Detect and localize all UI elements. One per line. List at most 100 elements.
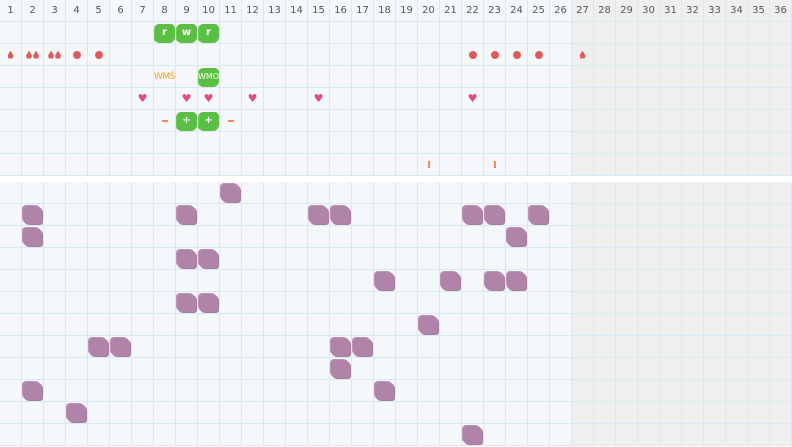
mood-blob[interactable] [484,204,505,225]
grid-cell[interactable] [66,204,88,226]
grid-cell[interactable] [770,182,792,204]
grid-cell[interactable] [110,226,132,248]
grid-cell[interactable] [0,314,22,336]
grid-cell[interactable] [638,226,660,248]
grid-cell[interactable] [748,66,770,88]
grid-cell[interactable] [594,44,616,66]
grid-cell[interactable] [704,402,726,424]
grid-cell[interactable] [770,66,792,88]
grid-cell[interactable] [242,182,264,204]
grid-cell[interactable] [66,292,88,314]
grid-cell[interactable] [66,314,88,336]
grid-cell[interactable] [418,336,440,358]
grid-cell[interactable] [748,132,770,154]
grid-cell[interactable] [440,336,462,358]
grid-cell[interactable] [330,22,352,44]
mood-blob[interactable] [66,402,87,423]
grid-cell[interactable] [242,314,264,336]
grid-cell[interactable] [638,380,660,402]
grid-cell[interactable] [616,424,638,446]
grid-cell[interactable] [594,358,616,380]
mood-blob[interactable] [22,204,43,225]
grid-cell[interactable] [484,424,506,446]
mood-blob[interactable] [462,424,483,445]
grid-cell[interactable] [88,110,110,132]
grid-cell[interactable] [638,314,660,336]
grid-cell[interactable] [594,154,616,176]
grid-cell[interactable] [594,292,616,314]
grid-cell[interactable] [660,226,682,248]
grid-cell[interactable] [176,424,198,446]
grid-cell[interactable] [682,270,704,292]
grid-cell[interactable] [462,226,484,248]
grid-cell[interactable] [682,154,704,176]
grid-cell[interactable] [418,380,440,402]
grid-cell[interactable] [682,88,704,110]
grid-cell[interactable] [506,204,528,226]
grid-cell[interactable] [506,132,528,154]
grid-cell[interactable] [352,248,374,270]
grid-cell[interactable] [484,292,506,314]
grid-cell[interactable] [748,248,770,270]
grid-cell[interactable] [770,380,792,402]
grid-cell[interactable] [704,110,726,132]
mood-blob[interactable] [220,182,241,203]
grid-cell[interactable] [286,154,308,176]
grid-cell[interactable] [110,22,132,44]
grid-cell[interactable] [770,44,792,66]
grid-cell[interactable] [0,204,22,226]
heart-icon[interactable]: ♥ [176,88,197,109]
grid-cell[interactable] [374,132,396,154]
grid-cell[interactable] [154,314,176,336]
grid-cell[interactable] [22,292,44,314]
grid-cell[interactable] [418,402,440,424]
grid-cell[interactable] [572,248,594,270]
grid-cell[interactable] [550,44,572,66]
grid-cell[interactable] [550,336,572,358]
grid-cell[interactable] [704,314,726,336]
grid-cell[interactable] [198,44,220,66]
grid-cell[interactable] [110,110,132,132]
grid-cell[interactable] [726,314,748,336]
grid-cell[interactable] [682,336,704,358]
grid-cell[interactable] [550,22,572,44]
grid-cell[interactable] [506,66,528,88]
grid-cell[interactable] [154,88,176,110]
grid-cell[interactable] [440,226,462,248]
grid-cell[interactable] [704,132,726,154]
grid-cell[interactable] [242,424,264,446]
grid-cell[interactable] [330,424,352,446]
grid-cell[interactable] [220,88,242,110]
grid-cell[interactable] [594,314,616,336]
mood-blob[interactable] [330,358,351,379]
grid-cell[interactable] [462,270,484,292]
grid-cell[interactable] [682,66,704,88]
grid-cell[interactable] [22,22,44,44]
grid-cell[interactable] [572,314,594,336]
grid-cell[interactable] [396,132,418,154]
mood-blob[interactable] [176,248,197,269]
grid-cell[interactable] [220,292,242,314]
grid-cell[interactable] [132,66,154,88]
green-marker[interactable]: + [176,110,197,131]
grid-cell[interactable] [66,336,88,358]
mood-blob[interactable] [528,204,549,225]
bleeding-drop-icon[interactable] [44,44,65,65]
grid-cell[interactable] [616,44,638,66]
grid-cell[interactable] [242,44,264,66]
grid-cell[interactable] [682,22,704,44]
grid-cell[interactable] [594,380,616,402]
grid-cell[interactable] [88,66,110,88]
grid-cell[interactable] [88,132,110,154]
grid-cell[interactable] [572,110,594,132]
grid-cell[interactable] [308,22,330,44]
grid-cell[interactable] [198,380,220,402]
grid-cell[interactable] [748,154,770,176]
grid-cell[interactable] [748,314,770,336]
grid-cell[interactable] [440,248,462,270]
grid-cell[interactable] [242,270,264,292]
mood-blob[interactable] [330,204,351,225]
grid-cell[interactable] [770,132,792,154]
grid-cell[interactable] [44,66,66,88]
grid-cell[interactable] [726,424,748,446]
